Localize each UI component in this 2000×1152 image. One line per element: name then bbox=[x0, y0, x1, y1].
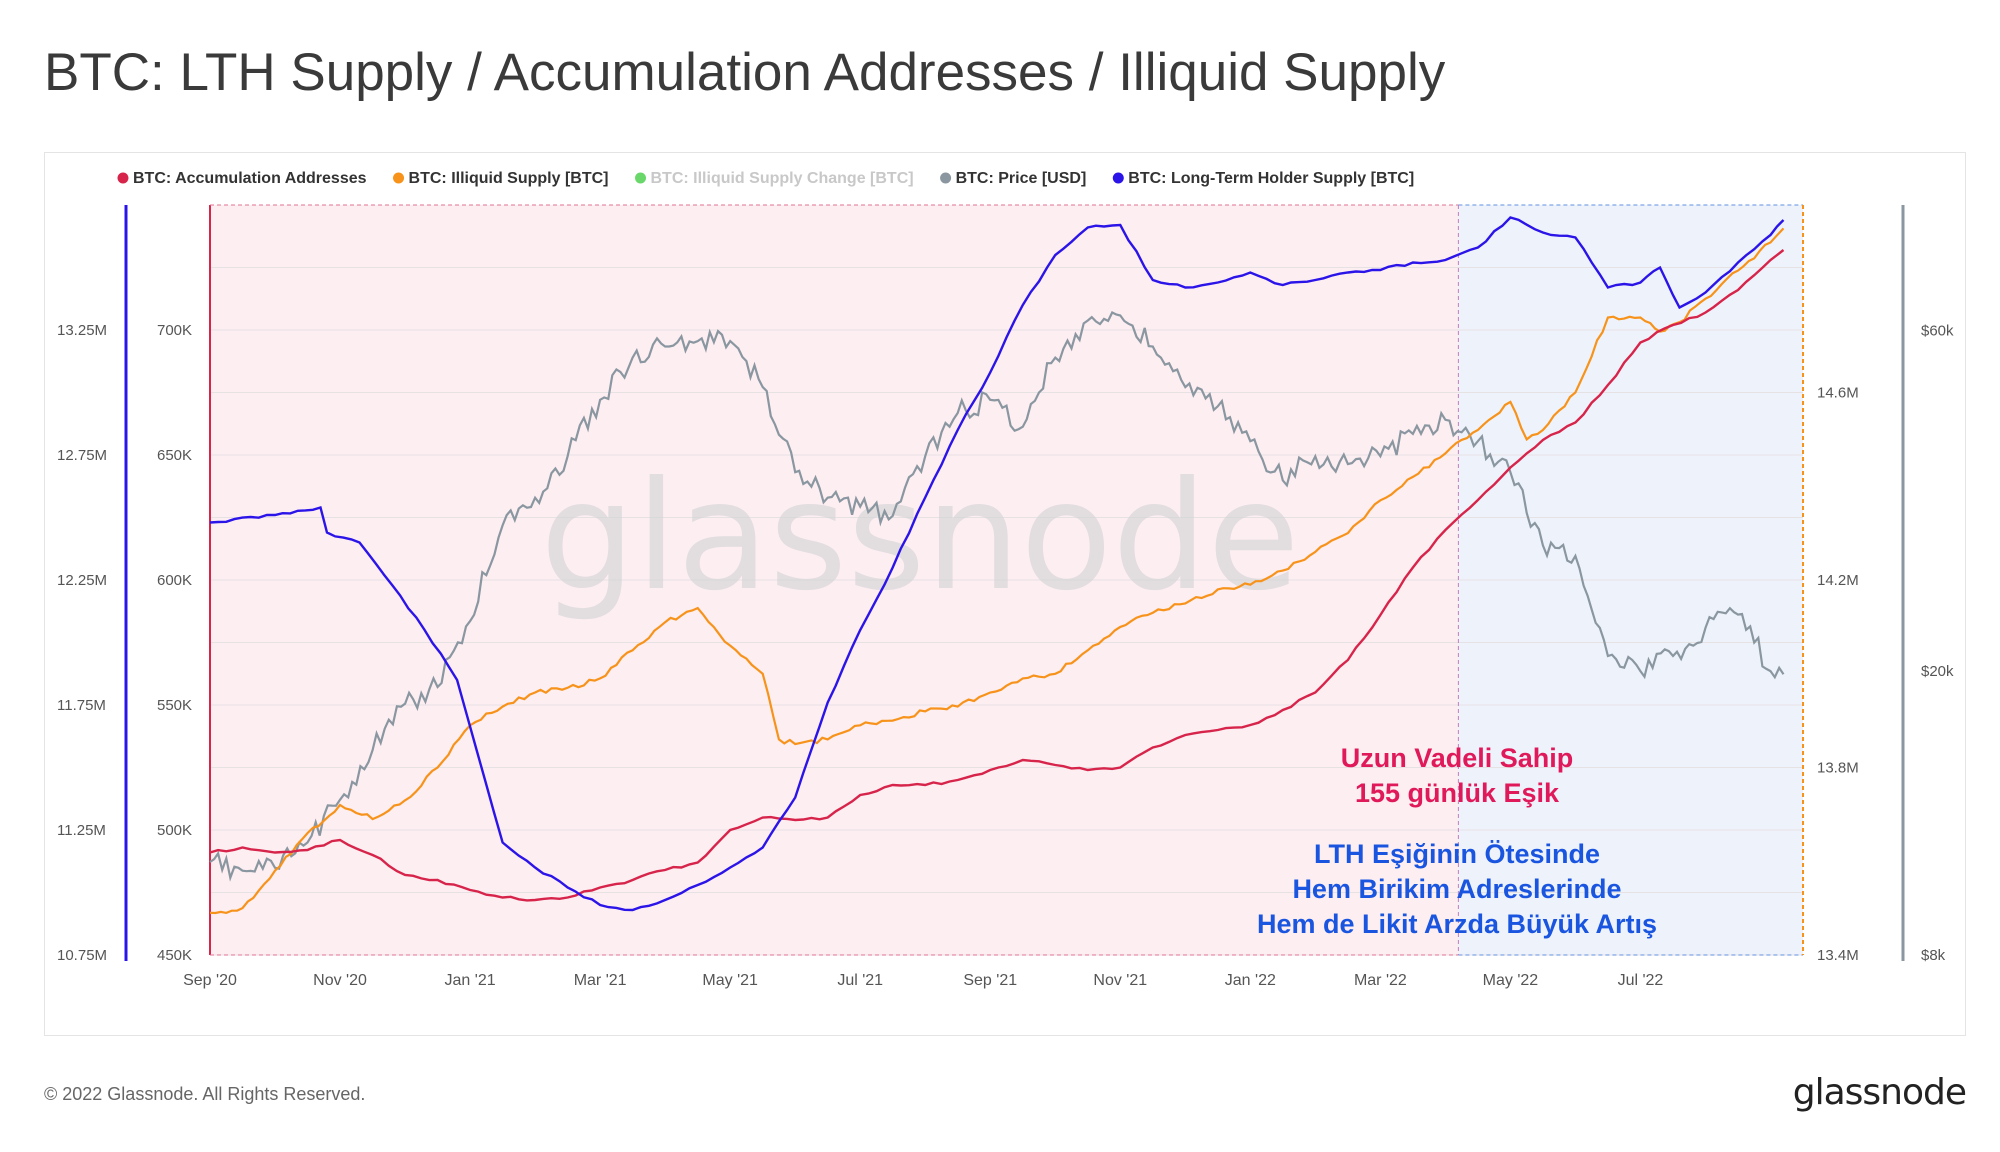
axis-accumulation-tick: 650K bbox=[157, 447, 192, 464]
axis-accumulation-tick: 600K bbox=[157, 572, 192, 589]
axis-x-tick: Jan '21 bbox=[445, 972, 496, 989]
series-price-line bbox=[209, 311, 1785, 882]
annotation-beyond-line2: Hem Birikim Adreslerinde bbox=[1292, 874, 1621, 904]
axis-x-tick: May '22 bbox=[1483, 972, 1539, 989]
annotation-beyond-line3: Hem de Likit Arzda Büyük Artış bbox=[1257, 909, 1657, 939]
axis-x-tick: Jan '22 bbox=[1225, 972, 1276, 989]
legend-item[interactable]: BTC: Accumulation Addresses bbox=[117, 170, 367, 187]
axis-x-tick: Jul '22 bbox=[1618, 972, 1664, 989]
legend-dot-icon bbox=[393, 172, 405, 184]
axis-illiquid-tick: 14.6M bbox=[1817, 385, 1859, 402]
axis-price-tick: $8k bbox=[1921, 947, 1946, 964]
region-borders bbox=[209, 204, 1804, 956]
annotation-beyond: LTH Eşiğinin Ötesinde Hem Birikim Adresl… bbox=[1257, 839, 1657, 939]
axis-x-tick: Sep '20 bbox=[183, 972, 237, 989]
legend-item[interactable]: BTC: Illiquid Supply Change [BTC] bbox=[635, 170, 914, 187]
axis-lth-tick: 12.75M bbox=[57, 447, 107, 464]
series-accumulation-line bbox=[209, 249, 1785, 902]
axis-lth-tick: 11.75M bbox=[57, 697, 106, 714]
axis-accumulation-tick: 700K bbox=[157, 322, 192, 339]
axis-price-tick: $20k bbox=[1921, 663, 1954, 680]
legend-dot-icon bbox=[117, 172, 129, 184]
annotation-beyond-line1: LTH Eşiğinin Ötesinde bbox=[1314, 839, 1600, 869]
axis-x-tick: Mar '21 bbox=[574, 972, 627, 989]
axis-illiquid-tick: 13.4M bbox=[1817, 947, 1859, 964]
annotation-threshold-title: Uzun Vadeli Sahip bbox=[1341, 743, 1574, 773]
legend-dot-icon bbox=[1112, 172, 1124, 184]
axes: 10.75M 11.25M 11.75M 12.25M 12.75M 13.25M 450K… bbox=[57, 205, 1954, 989]
watermark-text: glassnode bbox=[540, 450, 1299, 624]
page-title: BTC: LTH Supply / Accumulation Addresses… bbox=[44, 43, 1446, 102]
axis-illiquid-tick: 13.8M bbox=[1817, 760, 1859, 777]
series-illiquid-line bbox=[209, 227, 1785, 915]
legend-label: BTC: Long-Term Holder Supply [BTC] bbox=[1128, 170, 1414, 187]
axis-x-tick: Nov '21 bbox=[1093, 972, 1147, 989]
chart-frame: glassnode 10.75M 11.25M 11.75M 12.25M 12.75M… bbox=[44, 152, 1966, 1036]
axis-lth-tick: 13.25M bbox=[57, 322, 107, 339]
legend-item[interactable]: BTC: Illiquid Supply [BTC] bbox=[393, 170, 609, 187]
legend-label: BTC: Price [USD] bbox=[956, 170, 1087, 187]
axis-price-tick: $60k bbox=[1921, 323, 1954, 340]
legend-item[interactable]: BTC: Long-Term Holder Supply [BTC] bbox=[1112, 170, 1414, 187]
axis-x-tick: Nov '20 bbox=[313, 972, 367, 989]
chart-svg: glassnode 10.75M 11.25M 11.75M 12.25M 12.75M… bbox=[57, 170, 1954, 989]
axis-accumulation-tick: 500K bbox=[157, 822, 192, 839]
legend-dot-icon bbox=[635, 172, 646, 184]
legend-label: BTC: Illiquid Supply [BTC] bbox=[409, 170, 609, 187]
axis-accumulation-tick: 450K bbox=[157, 947, 192, 964]
legend-item[interactable]: BTC: Price [USD] bbox=[940, 170, 1086, 187]
annotation-threshold: Uzun Vadeli Sahip 155 günlük Eşik bbox=[1341, 743, 1574, 808]
footer-copyright: © 2022 Glassnode. All Rights Reserved. bbox=[44, 1084, 366, 1104]
axis-illiquid-tick: 14.2M bbox=[1817, 572, 1859, 589]
legend[interactable]: BTC: Accumulation Addresses BTC: Illiquid… bbox=[117, 170, 1415, 187]
series-lth-line bbox=[209, 216, 1785, 912]
axis-lth-tick: 12.25M bbox=[57, 572, 107, 589]
axis-x-tick: May '21 bbox=[702, 972, 758, 989]
axis-x-tick: Mar '22 bbox=[1354, 972, 1407, 989]
annotation-threshold-sub: 155 günlük Eşik bbox=[1355, 778, 1560, 808]
legend-label: BTC: Illiquid Supply Change [BTC] bbox=[651, 170, 914, 187]
axis-lth-tick: 11.25M bbox=[57, 822, 106, 839]
axis-lth-tick: 10.75M bbox=[57, 947, 107, 964]
legend-dot-icon bbox=[940, 172, 952, 184]
axis-x-tick: Sep '21 bbox=[963, 972, 1017, 989]
axis-accumulation-tick: 550K bbox=[157, 697, 192, 714]
legend-label: BTC: Accumulation Addresses bbox=[133, 170, 367, 187]
axis-x-tick: Jul '21 bbox=[837, 972, 883, 989]
footer-logo: glassnode bbox=[1792, 1072, 1967, 1113]
gridlines bbox=[210, 267, 1803, 956]
